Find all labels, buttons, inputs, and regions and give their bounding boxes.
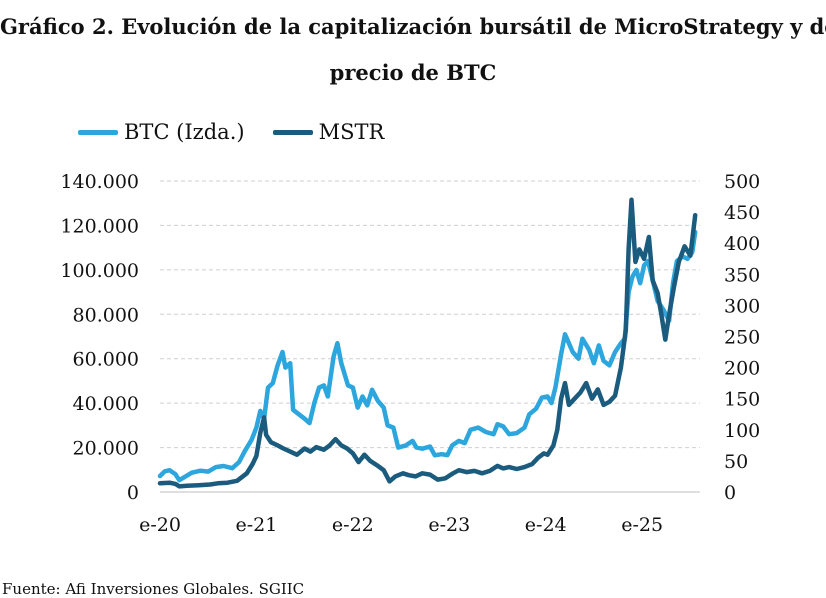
- y-left-tick-label: 100.000: [60, 260, 139, 282]
- chart-title-line-2: precio de BTC: [329, 60, 497, 85]
- legend-label-mstr: MSTR: [318, 120, 385, 144]
- x-tick-label: e-22: [332, 514, 374, 536]
- y-right-tick-label: 300: [724, 295, 760, 317]
- y-right-tick-label: 500: [724, 171, 760, 193]
- chart-title-line-1: Gráfico 2. Evolución de la capitalizació…: [0, 14, 826, 39]
- chart-title: Gráfico 2. Evolución de la capitalizació…: [0, 4, 826, 96]
- y-left-tick-label: 20.000: [73, 438, 139, 460]
- y-right-tick-label: 150: [724, 389, 760, 411]
- y-right-tick-label: 50: [724, 451, 748, 473]
- legend-label-btc: BTC (Izda.): [124, 120, 245, 144]
- y-left-tick-label: 120.000: [60, 215, 139, 237]
- y-left-tick-label: 60.000: [73, 349, 139, 371]
- y-left-tick-label: 40.000: [73, 393, 139, 415]
- y-right-tick-label: 250: [724, 327, 760, 349]
- y-left-tick-label: 0: [127, 482, 139, 504]
- gridlines: [160, 180, 700, 449]
- x-tick-label: e-20: [139, 514, 181, 536]
- legend-item-btc: BTC (Izda.): [78, 120, 245, 144]
- x-tick-label: e-21: [236, 514, 278, 536]
- mstr-series-line: [157, 197, 698, 489]
- x-tick-label: e-25: [621, 514, 663, 536]
- btc-series-line: [157, 229, 698, 483]
- y-left-tick-label: 80.000: [73, 304, 139, 326]
- x-axis: e-20 e-21 e-22 e-23 e-24 e-25: [139, 491, 700, 536]
- y-right-tick-label: 350: [724, 264, 760, 286]
- legend-swatch-mstr: [272, 129, 313, 135]
- right-axis-ticks: 0 50 100 150 200 250 300 350 400 450 500: [724, 171, 760, 504]
- y-right-tick-label: 0: [724, 482, 736, 504]
- chart-legend: BTC (Izda.) MSTR: [78, 120, 412, 144]
- x-tick-label: e-24: [525, 514, 567, 536]
- legend-swatch-btc: [78, 129, 118, 135]
- source-note: Fuente: Afi Inversiones Globales. SGIIC: [2, 580, 305, 598]
- legend-item-mstr: MSTR: [272, 120, 385, 144]
- y-right-tick-label: 400: [724, 233, 760, 255]
- y-right-tick-label: 450: [724, 202, 760, 224]
- y-right-tick-label: 100: [724, 420, 760, 442]
- y-right-tick-label: 200: [724, 358, 760, 380]
- x-tick-label: e-23: [428, 514, 470, 536]
- left-axis-ticks: 0 20.000 40.000 60.000 80.000 100.000 120.000 1…: [60, 171, 139, 504]
- y-left-tick-label: 140.000: [60, 171, 139, 193]
- series-lines: [157, 197, 698, 489]
